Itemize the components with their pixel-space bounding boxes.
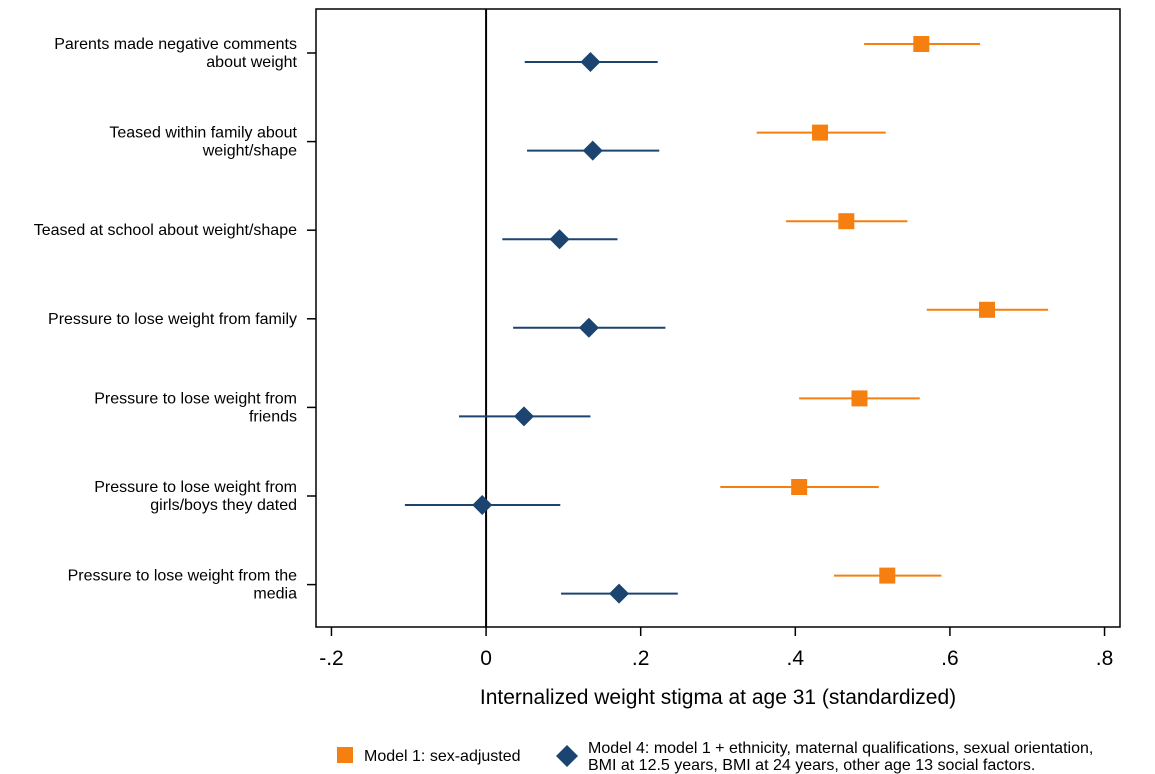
- legend-label: Model 4: model 1 + ethnicity, maternal q…: [588, 740, 1093, 757]
- legend-marker-diamond: [556, 745, 578, 767]
- point-marker-square: [791, 479, 808, 495]
- point-marker-diamond: [472, 495, 493, 515]
- point-marker-diamond: [578, 317, 599, 338]
- point-marker-square: [851, 390, 868, 407]
- point-marker-diamond: [582, 140, 603, 161]
- point-marker-square: [879, 567, 896, 584]
- category-label: friends: [249, 408, 297, 425]
- category-label: Teased within family about: [109, 125, 297, 142]
- category-label: Pressure to lose weight from: [94, 390, 297, 407]
- point-marker-square: [979, 301, 996, 318]
- x-tick-label: -.2: [319, 647, 344, 670]
- point-marker-diamond: [549, 229, 570, 250]
- category-label: Teased at school about weight/shape: [34, 222, 297, 239]
- category-label: about weight: [206, 54, 297, 71]
- category-label: Parents made negative comments: [54, 36, 297, 53]
- point-marker-square: [913, 36, 930, 52]
- x-tick-label: 0: [480, 647, 492, 670]
- legend-label: BMI at 12.5 years, BMI at 24 years, othe…: [588, 757, 1035, 774]
- point-marker-diamond: [513, 406, 534, 427]
- x-axis-title: Internalized weight stigma at age 31 (st…: [480, 686, 956, 709]
- point-marker-square: [812, 124, 829, 141]
- x-tick-label: .4: [787, 647, 805, 670]
- legend-marker-square: [337, 747, 353, 763]
- category-label: media: [253, 586, 297, 603]
- plot-area: [315, 8, 1121, 628]
- category-label: girls/boys they dated: [150, 497, 297, 514]
- x-tick-label: .8: [1096, 647, 1114, 670]
- category-label: Pressure to lose weight from family: [48, 311, 297, 328]
- point-marker-diamond: [609, 583, 630, 604]
- point-marker-diamond: [580, 52, 601, 72]
- legend-label: Model 1: sex-adjusted: [364, 748, 521, 765]
- category-label: Pressure to lose weight from: [94, 479, 297, 496]
- category-label: weight/shape: [202, 143, 297, 160]
- x-tick-label: .6: [941, 647, 959, 670]
- category-label: Pressure to lose weight from the: [68, 568, 298, 585]
- point-marker-square: [838, 213, 855, 230]
- x-tick-label: .2: [632, 647, 650, 670]
